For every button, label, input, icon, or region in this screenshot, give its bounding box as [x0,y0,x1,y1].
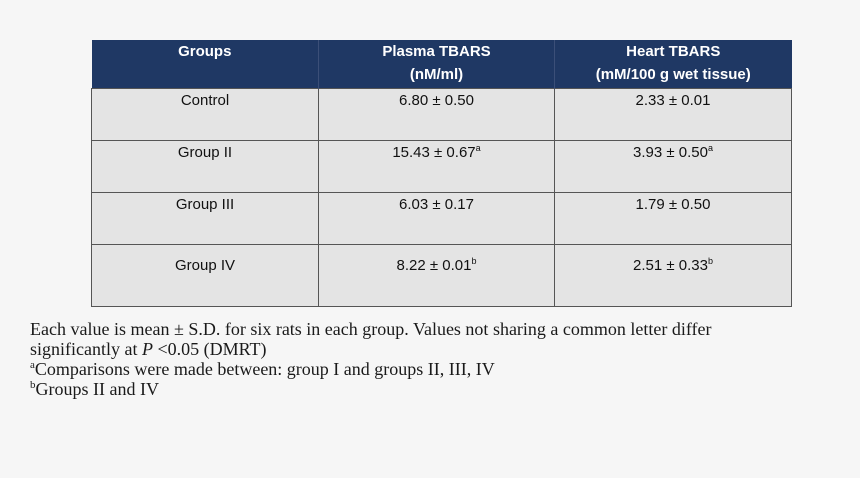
cell-heart: 2.51 ± 0.33b [554,244,792,307]
plasma-value: 6.03 ± 0.17 [399,196,474,213]
heart-superscript: b [707,256,713,266]
cell-plasma: 15.43 ± 0.67a [318,140,555,193]
plasma-value: 15.43 ± 0.67 [392,144,476,161]
note-line-2-pre: significantly at [30,339,142,359]
cell-heart: 3.93 ± 0.50a [554,140,792,193]
cell-plasma: 6.03 ± 0.17 [318,192,555,245]
footnote-a: aComparisons were made between: group I … [30,359,850,379]
table-row: Group IV 8.22 ± 0.01b 2.51 ± 0.33b [91,244,792,307]
note-line-2-post: <0.05 (DMRT) [152,339,267,359]
cell-plasma: 8.22 ± 0.01b [318,244,555,307]
header-plasma-unit: (nM/ml) [409,66,464,83]
footnote-b-mark: b [30,379,36,391]
heart-value: 2.33 ± 0.01 [635,92,711,109]
cell-heart: 2.33 ± 0.01 [554,88,792,141]
note-line-1: Each value is mean ± S.D. for six rats i… [30,319,712,339]
cell-plasma: 6.80 ± 0.50 [318,88,555,141]
cell-heart: 1.79 ± 0.50 [554,192,792,245]
tbars-table: Groups Plasma TBARS (nM/ml) Heart TBARS … [91,40,792,307]
cell-group: Control [91,88,319,141]
heart-superscript: a [707,143,713,153]
table-row: Group II 15.43 ± 0.67a 3.93 ± 0.50a [91,140,792,193]
table-notes: Each value is mean ± S.D. for six rats i… [30,319,850,399]
header-heart-unit: (mM/100 g wet tissue) [595,66,751,83]
footnote-a-mark: a [30,359,35,371]
footnote-b-text: Groups II and IV [35,379,159,399]
header-plasma-tbars: Plasma TBARS (nM/ml) [318,40,555,89]
footnote-a-text: Comparisons were made between: group I a… [34,359,495,379]
header-groups: Groups [91,40,319,89]
note-line-2: significantly at P <0.05 (DMRT) [30,339,850,359]
header-heart-tbars: Heart TBARS (mM/100 g wet tissue) [554,40,792,89]
header-heart-label: Heart TBARS [626,43,721,60]
header-groups-label: Groups [178,43,232,60]
heart-value: 3.93 ± 0.50 [633,144,708,161]
cell-group: Group IV [91,244,319,307]
heart-value: 2.51 ± 0.33 [633,257,708,274]
plasma-value: 8.22 ± 0.01 [396,257,472,274]
plasma-superscript: b [471,256,477,266]
cell-group: Group II [91,140,319,193]
table-row: Group III 6.03 ± 0.17 1.79 ± 0.50 [91,192,792,245]
cell-group: Group III [91,192,319,245]
table-row: Control 6.80 ± 0.50 2.33 ± 0.01 [91,88,792,141]
plasma-value: 6.80 ± 0.50 [399,92,474,109]
note-p-symbol: P [141,339,153,359]
footnote-b: bGroups II and IV [30,379,850,399]
header-plasma-label: Plasma TBARS [382,43,491,60]
table-header-row: Groups Plasma TBARS (nM/ml) Heart TBARS … [91,40,792,89]
heart-value: 1.79 ± 0.50 [635,196,711,213]
plasma-superscript: a [475,143,481,153]
